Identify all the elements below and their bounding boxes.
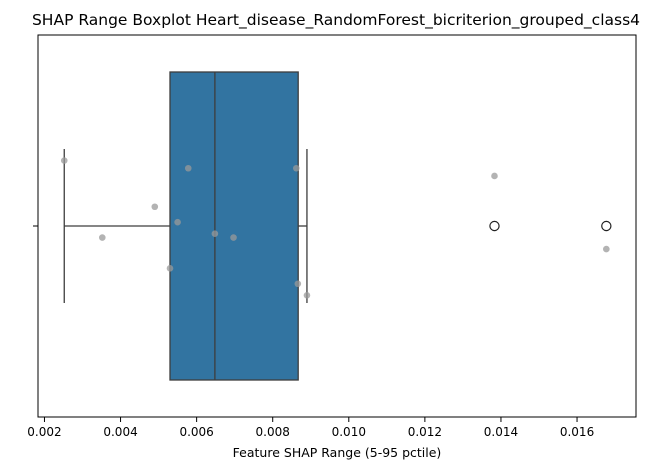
data-point-9 xyxy=(292,164,300,172)
outlier-marker-1 xyxy=(489,220,500,232)
data-point-13 xyxy=(603,245,610,253)
x-tick-label-6: 0.012 xyxy=(408,425,442,439)
data-point-11 xyxy=(303,292,311,299)
iqr-box xyxy=(169,71,299,381)
data-point-6 xyxy=(184,164,192,172)
data-point-2 xyxy=(98,234,106,241)
outlier-marker-2 xyxy=(601,220,612,232)
data-point-12 xyxy=(491,172,498,180)
x-tick-label-5: 0.010 xyxy=(332,425,366,439)
chart-title: SHAP Range Boxplot Heart_disease_RandomF… xyxy=(32,11,640,30)
x-tick-label-4: 0.008 xyxy=(256,425,290,439)
x-tick-label-2: 0.004 xyxy=(103,425,137,439)
x-tick-label-1: 0.002 xyxy=(27,425,61,439)
data-point-3 xyxy=(151,203,159,211)
x-tick-label-8: 0.016 xyxy=(560,425,594,439)
data-point-4 xyxy=(166,265,174,272)
x-axis-label: Feature SHAP Range (5-95 pctile) xyxy=(233,445,442,460)
data-point-10 xyxy=(294,280,302,288)
plot-area xyxy=(60,71,612,381)
data-point-1 xyxy=(60,157,68,164)
x-tick-label-7: 0.014 xyxy=(484,425,518,439)
data-point-8 xyxy=(230,234,237,241)
data-point-7 xyxy=(211,230,219,237)
x-axis: 0.002 0.004 0.006 0.008 0.010 0.012 0.014 0.016 xyxy=(27,225,594,439)
x-tick-label-3: 0.006 xyxy=(179,425,213,439)
data-point-5 xyxy=(174,218,181,226)
